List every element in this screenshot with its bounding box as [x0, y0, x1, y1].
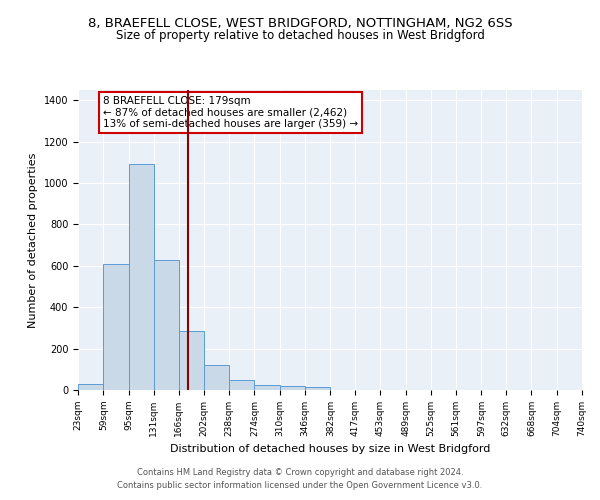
X-axis label: Distribution of detached houses by size in West Bridgford: Distribution of detached houses by size … [170, 444, 490, 454]
Bar [204, 365, 229, 390]
Text: 8, BRAEFELL CLOSE, WEST BRIDGFORD, NOTTINGHAM, NG2 6SS: 8, BRAEFELL CLOSE, WEST BRIDGFORD, NOTTI… [88, 18, 512, 30]
Y-axis label: Number of detached properties: Number of detached properties [28, 152, 38, 328]
Bar [78, 384, 103, 390]
Bar [103, 264, 128, 390]
Bar [179, 331, 204, 390]
Text: 8 BRAEFELL CLOSE: 179sqm
← 87% of detached houses are smaller (2,462)
13% of sem: 8 BRAEFELL CLOSE: 179sqm ← 87% of detach… [103, 96, 358, 129]
Bar [154, 260, 179, 390]
Text: Contains HM Land Registry data © Crown copyright and database right 2024.: Contains HM Land Registry data © Crown c… [137, 468, 463, 477]
Bar [128, 164, 154, 390]
Bar [254, 386, 280, 390]
Bar [229, 380, 254, 390]
Text: Size of property relative to detached houses in West Bridgford: Size of property relative to detached ho… [116, 29, 484, 42]
Bar [280, 386, 305, 390]
Text: Contains public sector information licensed under the Open Government Licence v3: Contains public sector information licen… [118, 480, 482, 490]
Bar [305, 388, 331, 390]
